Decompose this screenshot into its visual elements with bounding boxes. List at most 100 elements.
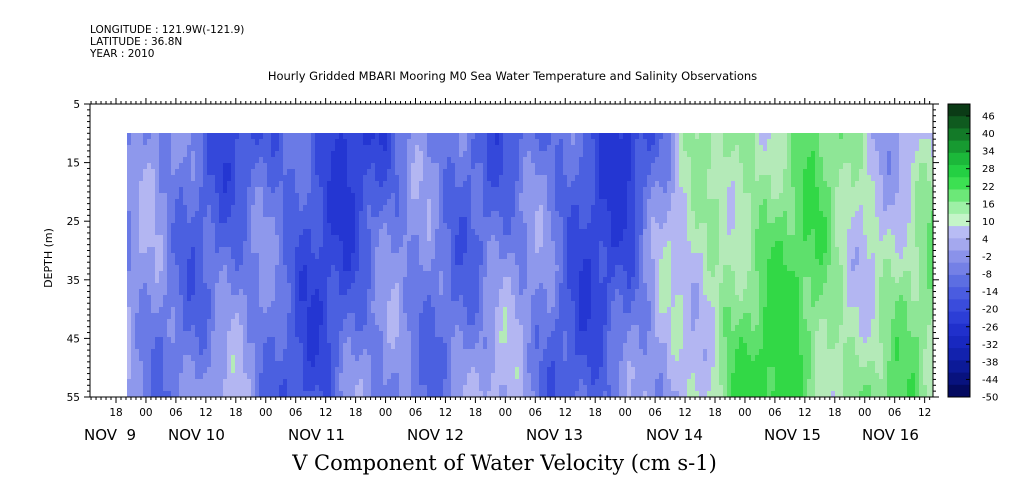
heat-cell — [347, 181, 352, 188]
heat-cell — [331, 133, 336, 140]
heat-cell — [227, 193, 232, 200]
heat-cell — [163, 301, 168, 308]
heat-cell — [163, 373, 168, 380]
heat-cell — [247, 325, 252, 332]
heat-cell — [255, 247, 260, 254]
heat-cell — [279, 145, 284, 152]
heat-cell — [307, 247, 312, 254]
heat-cell — [391, 337, 396, 344]
heat-cell — [519, 289, 524, 296]
heat-cell — [403, 259, 408, 266]
heat-cell — [227, 343, 232, 350]
heat-cell — [467, 235, 472, 242]
heat-cell — [227, 271, 232, 278]
heat-cell — [443, 259, 448, 266]
heat-cell — [407, 361, 412, 368]
heat-cell — [375, 361, 380, 368]
heat-cell — [575, 247, 580, 254]
heat-cell — [555, 223, 560, 230]
heat-cell — [511, 187, 516, 194]
heat-cell — [419, 187, 424, 194]
heat-cell — [355, 301, 360, 308]
heat-cell — [543, 313, 548, 320]
heat-cell — [391, 295, 396, 302]
heat-cell — [155, 133, 160, 140]
heat-cell — [391, 379, 396, 386]
heat-cell — [311, 349, 316, 356]
heat-cell — [271, 253, 276, 260]
heat-cell — [203, 283, 208, 290]
heat-cell — [303, 349, 308, 356]
heat-cell — [563, 181, 568, 188]
heat-cell — [227, 361, 232, 368]
heat-cell — [443, 361, 448, 368]
heat-cell — [203, 187, 208, 194]
heat-cell — [367, 331, 372, 338]
heat-cell — [331, 163, 336, 170]
heat-cell — [523, 319, 528, 326]
heat-cell — [535, 187, 540, 194]
heat-cell — [431, 175, 436, 182]
heat-cell — [527, 145, 532, 152]
heat-cell — [139, 277, 144, 284]
heat-cell — [375, 319, 380, 326]
heat-cell — [371, 313, 376, 320]
heat-cell — [483, 241, 488, 248]
heat-cell — [543, 247, 548, 254]
heat-cell — [247, 277, 252, 284]
heat-cell — [343, 283, 348, 290]
heat-cell — [395, 301, 400, 308]
heat-cell — [395, 265, 400, 272]
heat-cell — [191, 265, 196, 272]
heat-cell — [315, 361, 320, 368]
heat-cell — [575, 199, 580, 206]
heat-cell — [339, 223, 344, 230]
heat-cell — [195, 385, 200, 392]
heat-cell — [327, 343, 332, 350]
heat-cell — [175, 307, 180, 314]
heat-cell — [331, 151, 336, 158]
heat-cell — [287, 241, 292, 248]
heat-cell — [367, 241, 372, 248]
heat-cell — [407, 301, 412, 308]
heat-cell — [367, 271, 372, 278]
heat-cell — [451, 373, 456, 380]
heat-cell — [195, 265, 200, 272]
heat-cell — [343, 361, 348, 368]
heat-cell — [231, 391, 236, 397]
heat-cell — [251, 175, 256, 182]
heat-cell — [187, 289, 192, 296]
heat-cell — [511, 289, 516, 296]
heat-cell — [315, 163, 320, 170]
heat-cell — [215, 205, 220, 212]
heat-cell — [291, 313, 296, 320]
heat-cell — [455, 349, 460, 356]
heat-cell — [471, 235, 476, 242]
heat-cell — [363, 199, 368, 206]
heat-cell — [379, 385, 384, 392]
heat-cell — [527, 307, 532, 314]
heat-cell — [387, 139, 392, 146]
heat-cell — [211, 355, 216, 362]
heat-cell — [135, 373, 140, 380]
heat-cell — [439, 193, 444, 200]
heat-cell — [407, 145, 412, 152]
heat-cell — [579, 151, 584, 158]
heat-cell — [383, 361, 388, 368]
heat-cell — [543, 175, 548, 182]
heat-cell — [235, 145, 240, 152]
heat-cell — [303, 139, 308, 146]
heat-cell — [519, 151, 524, 158]
heat-cell — [195, 229, 200, 236]
heat-cell — [147, 217, 152, 224]
heat-cell — [519, 169, 524, 176]
heat-cell — [459, 331, 464, 338]
heat-cell — [443, 133, 448, 140]
heat-cell — [267, 229, 272, 236]
heat-cell — [191, 367, 196, 374]
heat-cell — [571, 355, 576, 362]
heat-cell — [431, 199, 436, 206]
heat-cell — [331, 349, 336, 356]
heat-cell — [307, 361, 312, 368]
heat-cell — [351, 241, 356, 248]
